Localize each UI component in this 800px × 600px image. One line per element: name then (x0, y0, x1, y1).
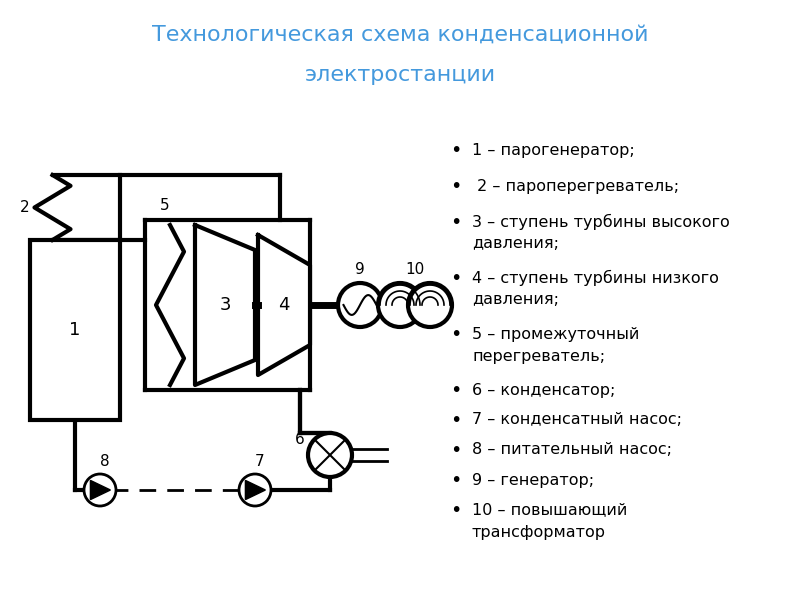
Text: перегреватель;: перегреватель; (472, 349, 605, 364)
Text: •: • (450, 212, 462, 232)
Circle shape (308, 433, 352, 477)
Text: 1 – парогенератор;: 1 – парогенератор; (472, 142, 634, 157)
Text: трансформатор: трансформатор (472, 524, 606, 539)
Text: 7: 7 (255, 455, 265, 469)
Text: •: • (450, 470, 462, 490)
Text: 8 – питательный насос;: 8 – питательный насос; (472, 443, 672, 457)
Polygon shape (246, 481, 266, 500)
Text: 4: 4 (278, 296, 290, 314)
Circle shape (84, 474, 116, 506)
Text: •: • (450, 176, 462, 196)
Text: •: • (450, 325, 462, 343)
Text: •: • (450, 410, 462, 430)
Polygon shape (195, 225, 255, 385)
Polygon shape (90, 481, 110, 500)
Bar (30, 240, 120, 420)
Text: 3: 3 (219, 296, 230, 314)
Text: •: • (450, 140, 462, 160)
Text: •: • (450, 380, 462, 400)
Text: давления;: давления; (472, 292, 559, 307)
Text: 5: 5 (160, 197, 170, 212)
Text: 8: 8 (100, 455, 110, 469)
Text: 3 – ступень турбины высокого: 3 – ступень турбины высокого (472, 214, 730, 230)
Text: •: • (450, 269, 462, 287)
Text: 9: 9 (355, 262, 365, 277)
Text: 2: 2 (20, 200, 30, 215)
Text: 4 – ступень турбины низкого: 4 – ступень турбины низкого (472, 270, 719, 286)
Circle shape (378, 283, 422, 327)
Polygon shape (258, 235, 310, 375)
Text: 2 – пароперегреватель;: 2 – пароперегреватель; (472, 179, 679, 193)
Text: 6 – конденсатор;: 6 – конденсатор; (472, 383, 615, 397)
Text: 7 – конденсатный насос;: 7 – конденсатный насос; (472, 413, 682, 427)
Circle shape (239, 474, 271, 506)
Text: 1: 1 (70, 321, 81, 339)
Text: •: • (450, 440, 462, 460)
Circle shape (338, 283, 382, 327)
Text: 10 – повышающий: 10 – повышающий (472, 503, 627, 517)
Text: электростанции: электростанции (305, 65, 495, 85)
Circle shape (408, 283, 452, 327)
Text: 6: 6 (295, 433, 305, 448)
Text: •: • (450, 500, 462, 520)
Text: давления;: давления; (472, 236, 559, 251)
Text: 9 – генератор;: 9 – генератор; (472, 473, 594, 487)
Text: 10: 10 (406, 262, 425, 277)
Text: 5 – промежуточный: 5 – промежуточный (472, 326, 639, 341)
Text: Технологическая схема конденсационной: Технологическая схема конденсационной (152, 25, 648, 45)
